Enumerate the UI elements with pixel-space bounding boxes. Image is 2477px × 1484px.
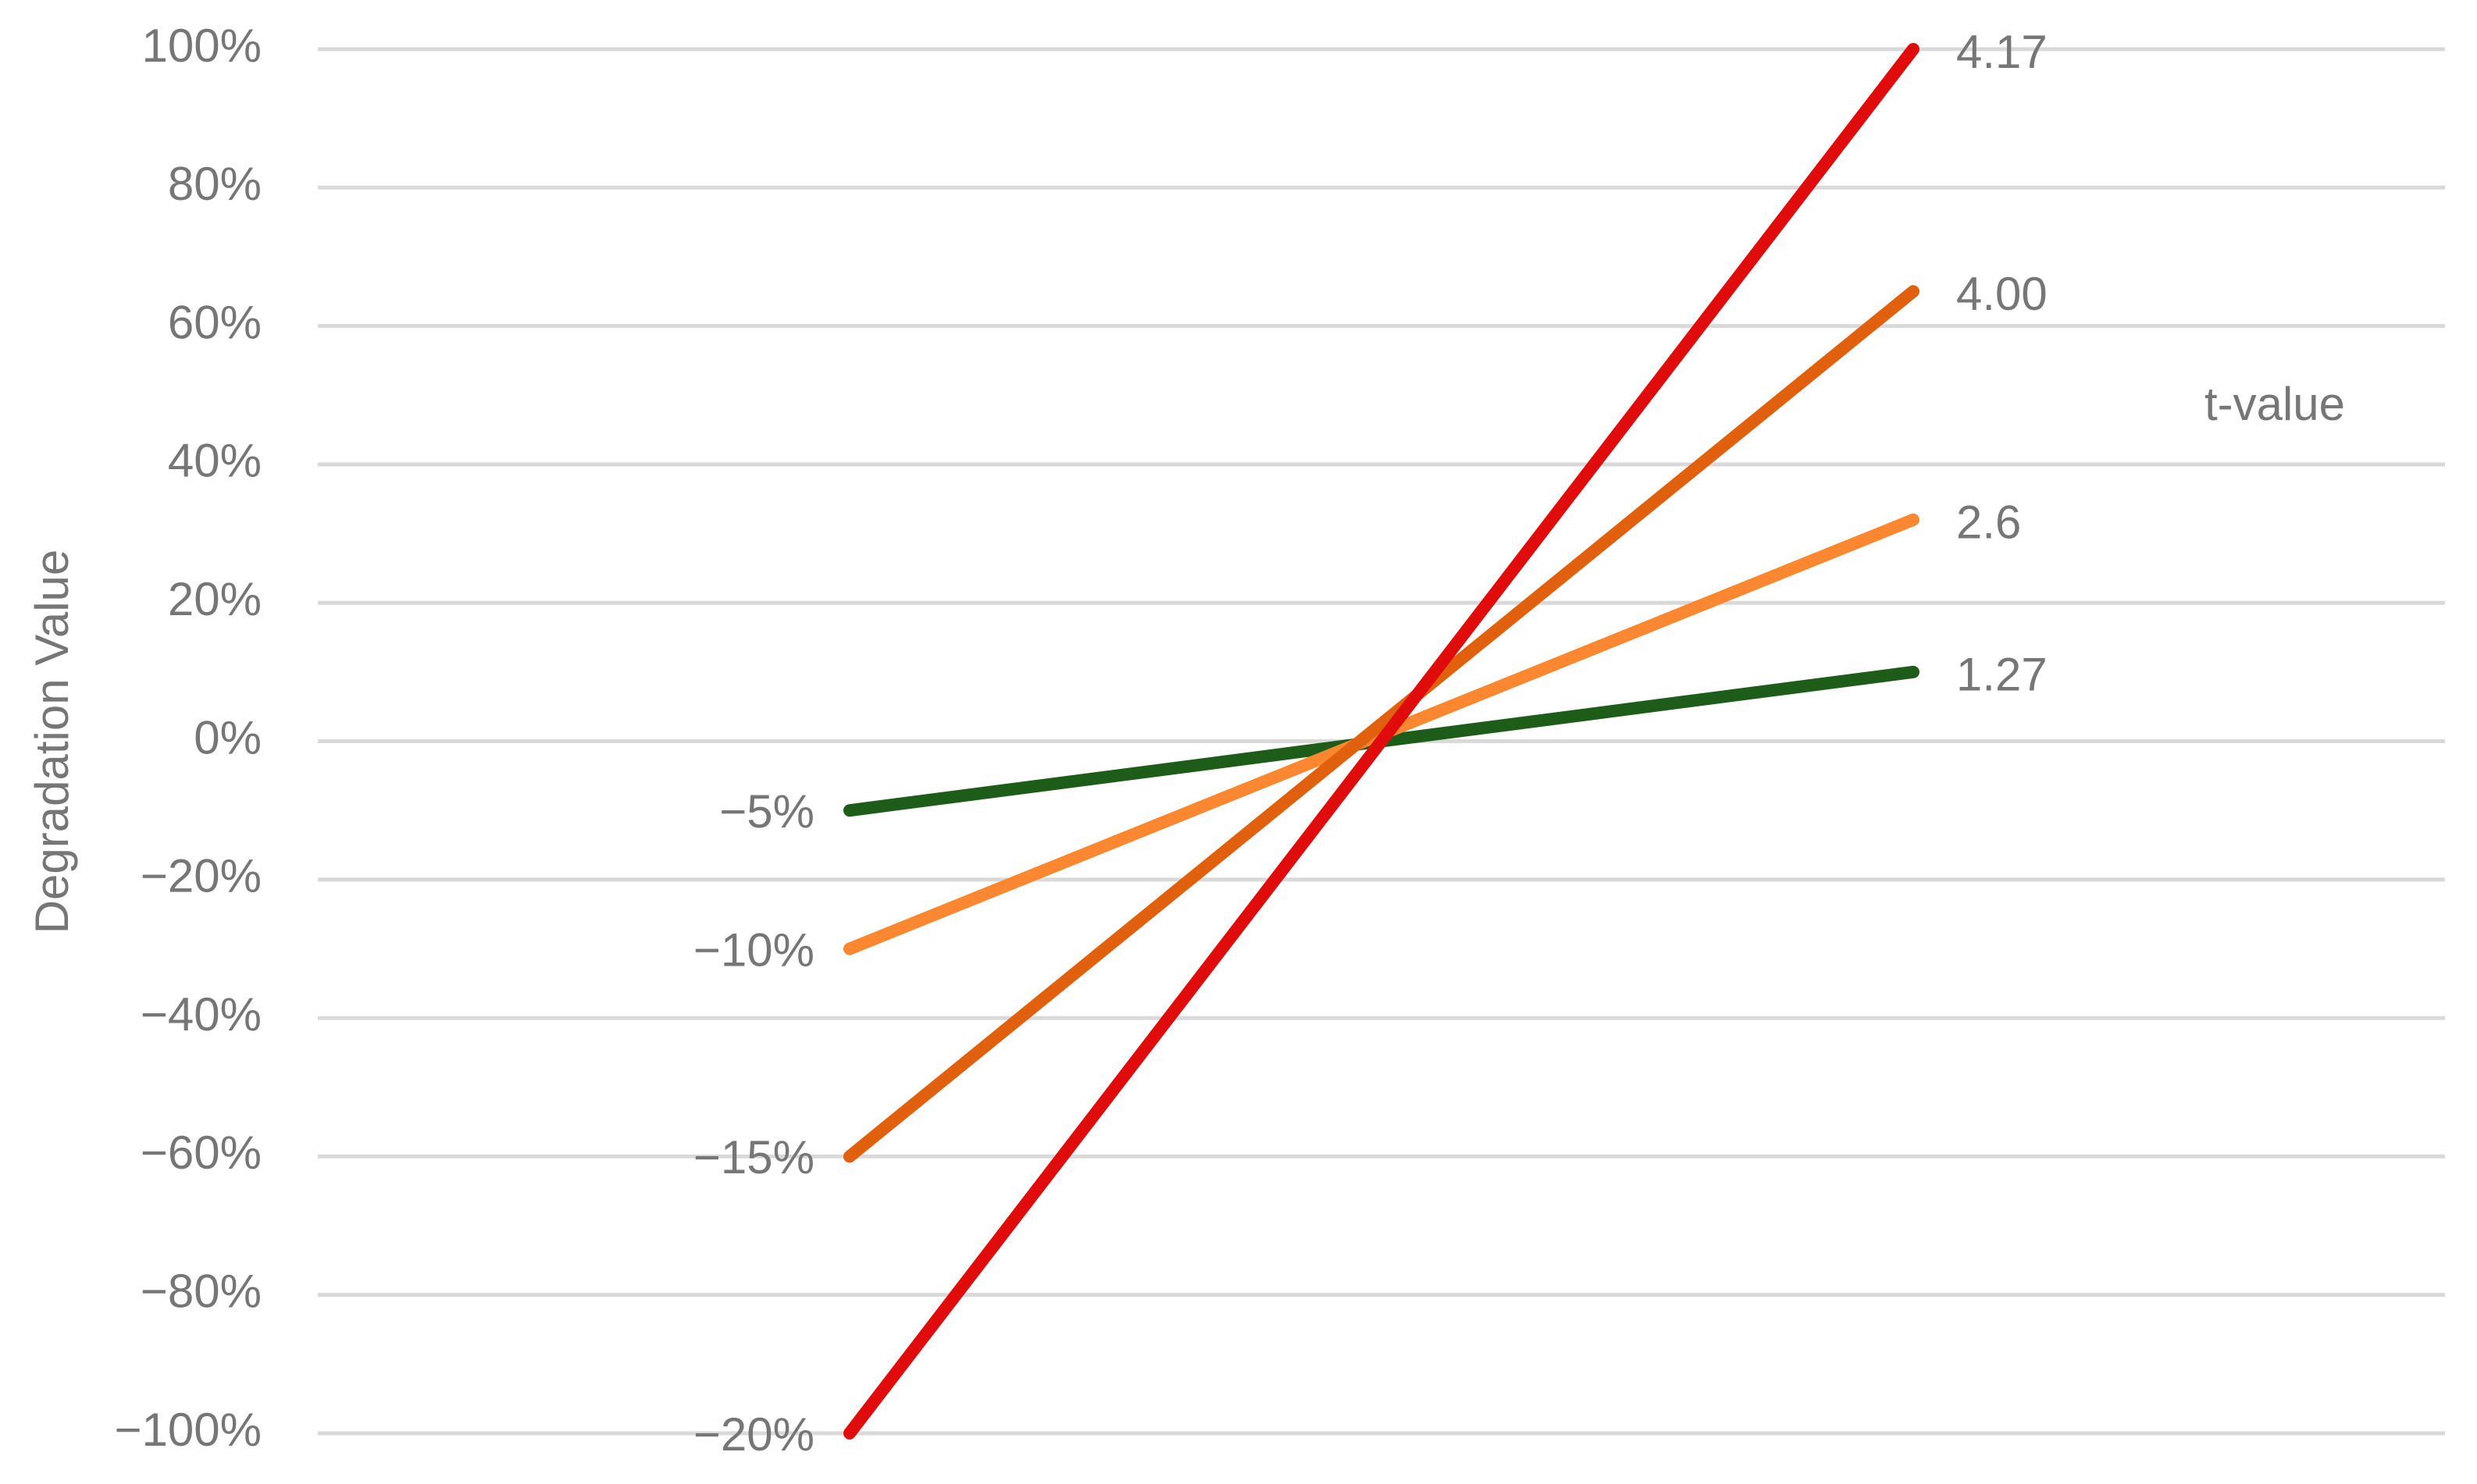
y-axis-title: Degradation Value xyxy=(26,550,78,934)
start-label: −5% xyxy=(719,785,814,838)
y-tick-label: −40% xyxy=(141,988,262,1041)
series-line xyxy=(843,285,1919,1163)
series-line xyxy=(843,43,1919,1440)
y-tick-label: 0% xyxy=(194,711,262,763)
end-label: 4.17 xyxy=(1956,26,2048,78)
y-tick-label: −20% xyxy=(141,850,262,902)
y-tick-label: 20% xyxy=(168,573,262,625)
end-label: 1.27 xyxy=(1956,649,2048,701)
y-tick-label: 80% xyxy=(168,158,262,210)
start-label: −20% xyxy=(693,1408,814,1461)
start-label: −15% xyxy=(693,1131,814,1183)
y-tick-label: −80% xyxy=(141,1265,262,1318)
y-tick-label: 60% xyxy=(168,296,262,348)
end-label: 2.6 xyxy=(1956,496,2021,549)
y-tick-label: −100% xyxy=(115,1404,262,1456)
start-label: −10% xyxy=(693,923,814,976)
y-tick-label: −60% xyxy=(141,1126,262,1179)
annotation: t-value xyxy=(2204,378,2345,430)
y-tick-label: 100% xyxy=(142,20,262,72)
end-label: 4.00 xyxy=(1956,268,2048,320)
y-tick-label: 40% xyxy=(168,435,262,487)
